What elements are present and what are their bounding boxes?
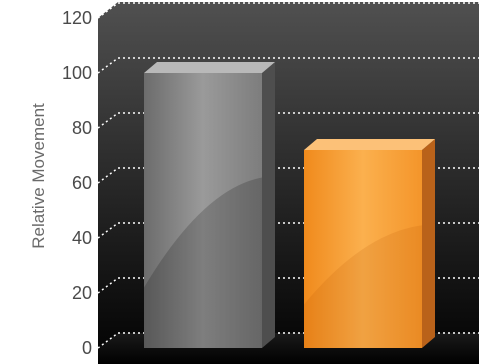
y-axis-ticks: 0 20 40 60 80 100 120 [62,8,92,358]
bar-front [144,73,262,348]
bar [144,62,275,348]
bar-top [304,139,435,150]
bars [144,62,435,348]
bar [304,139,435,348]
y-tick-label: 120 [62,8,92,28]
bar-side [262,62,275,348]
gridline [97,2,479,19]
bar-top [144,62,275,73]
gridline [97,112,479,129]
gridline [97,57,479,74]
y-tick-label: 20 [72,283,92,303]
y-tick-label: 100 [62,63,92,83]
bar-front [304,150,422,348]
y-tick-label: 80 [72,118,92,138]
bar-shading [144,177,262,348]
bar-side [422,139,435,348]
y-axis-title: Relative Movement [29,103,48,249]
y-tick-label: 40 [72,228,92,248]
bar-shading [304,225,422,348]
y-tick-label: 0 [82,338,92,358]
y-tick-label: 60 [72,173,92,193]
